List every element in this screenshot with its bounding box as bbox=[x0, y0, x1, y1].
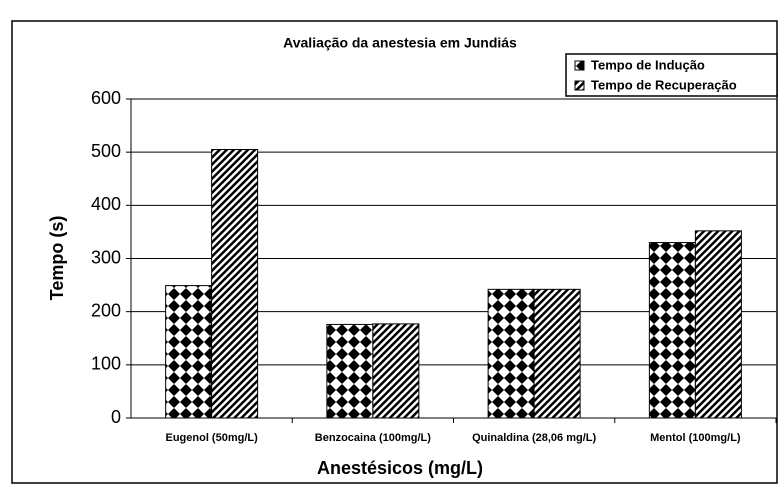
bar bbox=[372, 323, 420, 419]
legend-label: Tempo de Recuperação bbox=[591, 77, 737, 92]
y-tick-label: 100 bbox=[91, 354, 121, 374]
y-tick-label: 400 bbox=[91, 194, 121, 214]
y-axis-label: Tempo (s) bbox=[47, 216, 67, 301]
bar bbox=[648, 242, 696, 419]
bar bbox=[211, 149, 259, 419]
y-tick-label: 600 bbox=[91, 88, 121, 108]
bar bbox=[533, 288, 581, 419]
bar bbox=[694, 230, 742, 419]
bar bbox=[165, 285, 213, 419]
x-tick-label: Benzocaina (100mg/L) bbox=[315, 432, 431, 444]
legend-swatch bbox=[574, 80, 585, 91]
legend-label: Tempo de Indução bbox=[591, 57, 705, 72]
chart-title: Avaliação da anestesia em Jundiás bbox=[283, 35, 517, 51]
x-tick-label: Quinaldina (28,06 mg/L) bbox=[472, 432, 596, 444]
y-tick-label: 300 bbox=[91, 247, 121, 267]
y-tick-label: 0 bbox=[111, 407, 121, 427]
bar bbox=[487, 288, 535, 419]
legend-box bbox=[565, 53, 778, 97]
bar bbox=[326, 323, 374, 419]
y-tick-label: 200 bbox=[91, 300, 121, 320]
legend bbox=[565, 53, 778, 97]
y-tick-label: 500 bbox=[91, 141, 121, 161]
x-tick-label: Mentol (100mg/L) bbox=[650, 432, 741, 444]
legend-swatch bbox=[574, 60, 585, 71]
x-tick-label: Eugenol (50mg/L) bbox=[165, 432, 258, 444]
x-axis-label: Anestésicos (mg/L) bbox=[317, 458, 483, 478]
